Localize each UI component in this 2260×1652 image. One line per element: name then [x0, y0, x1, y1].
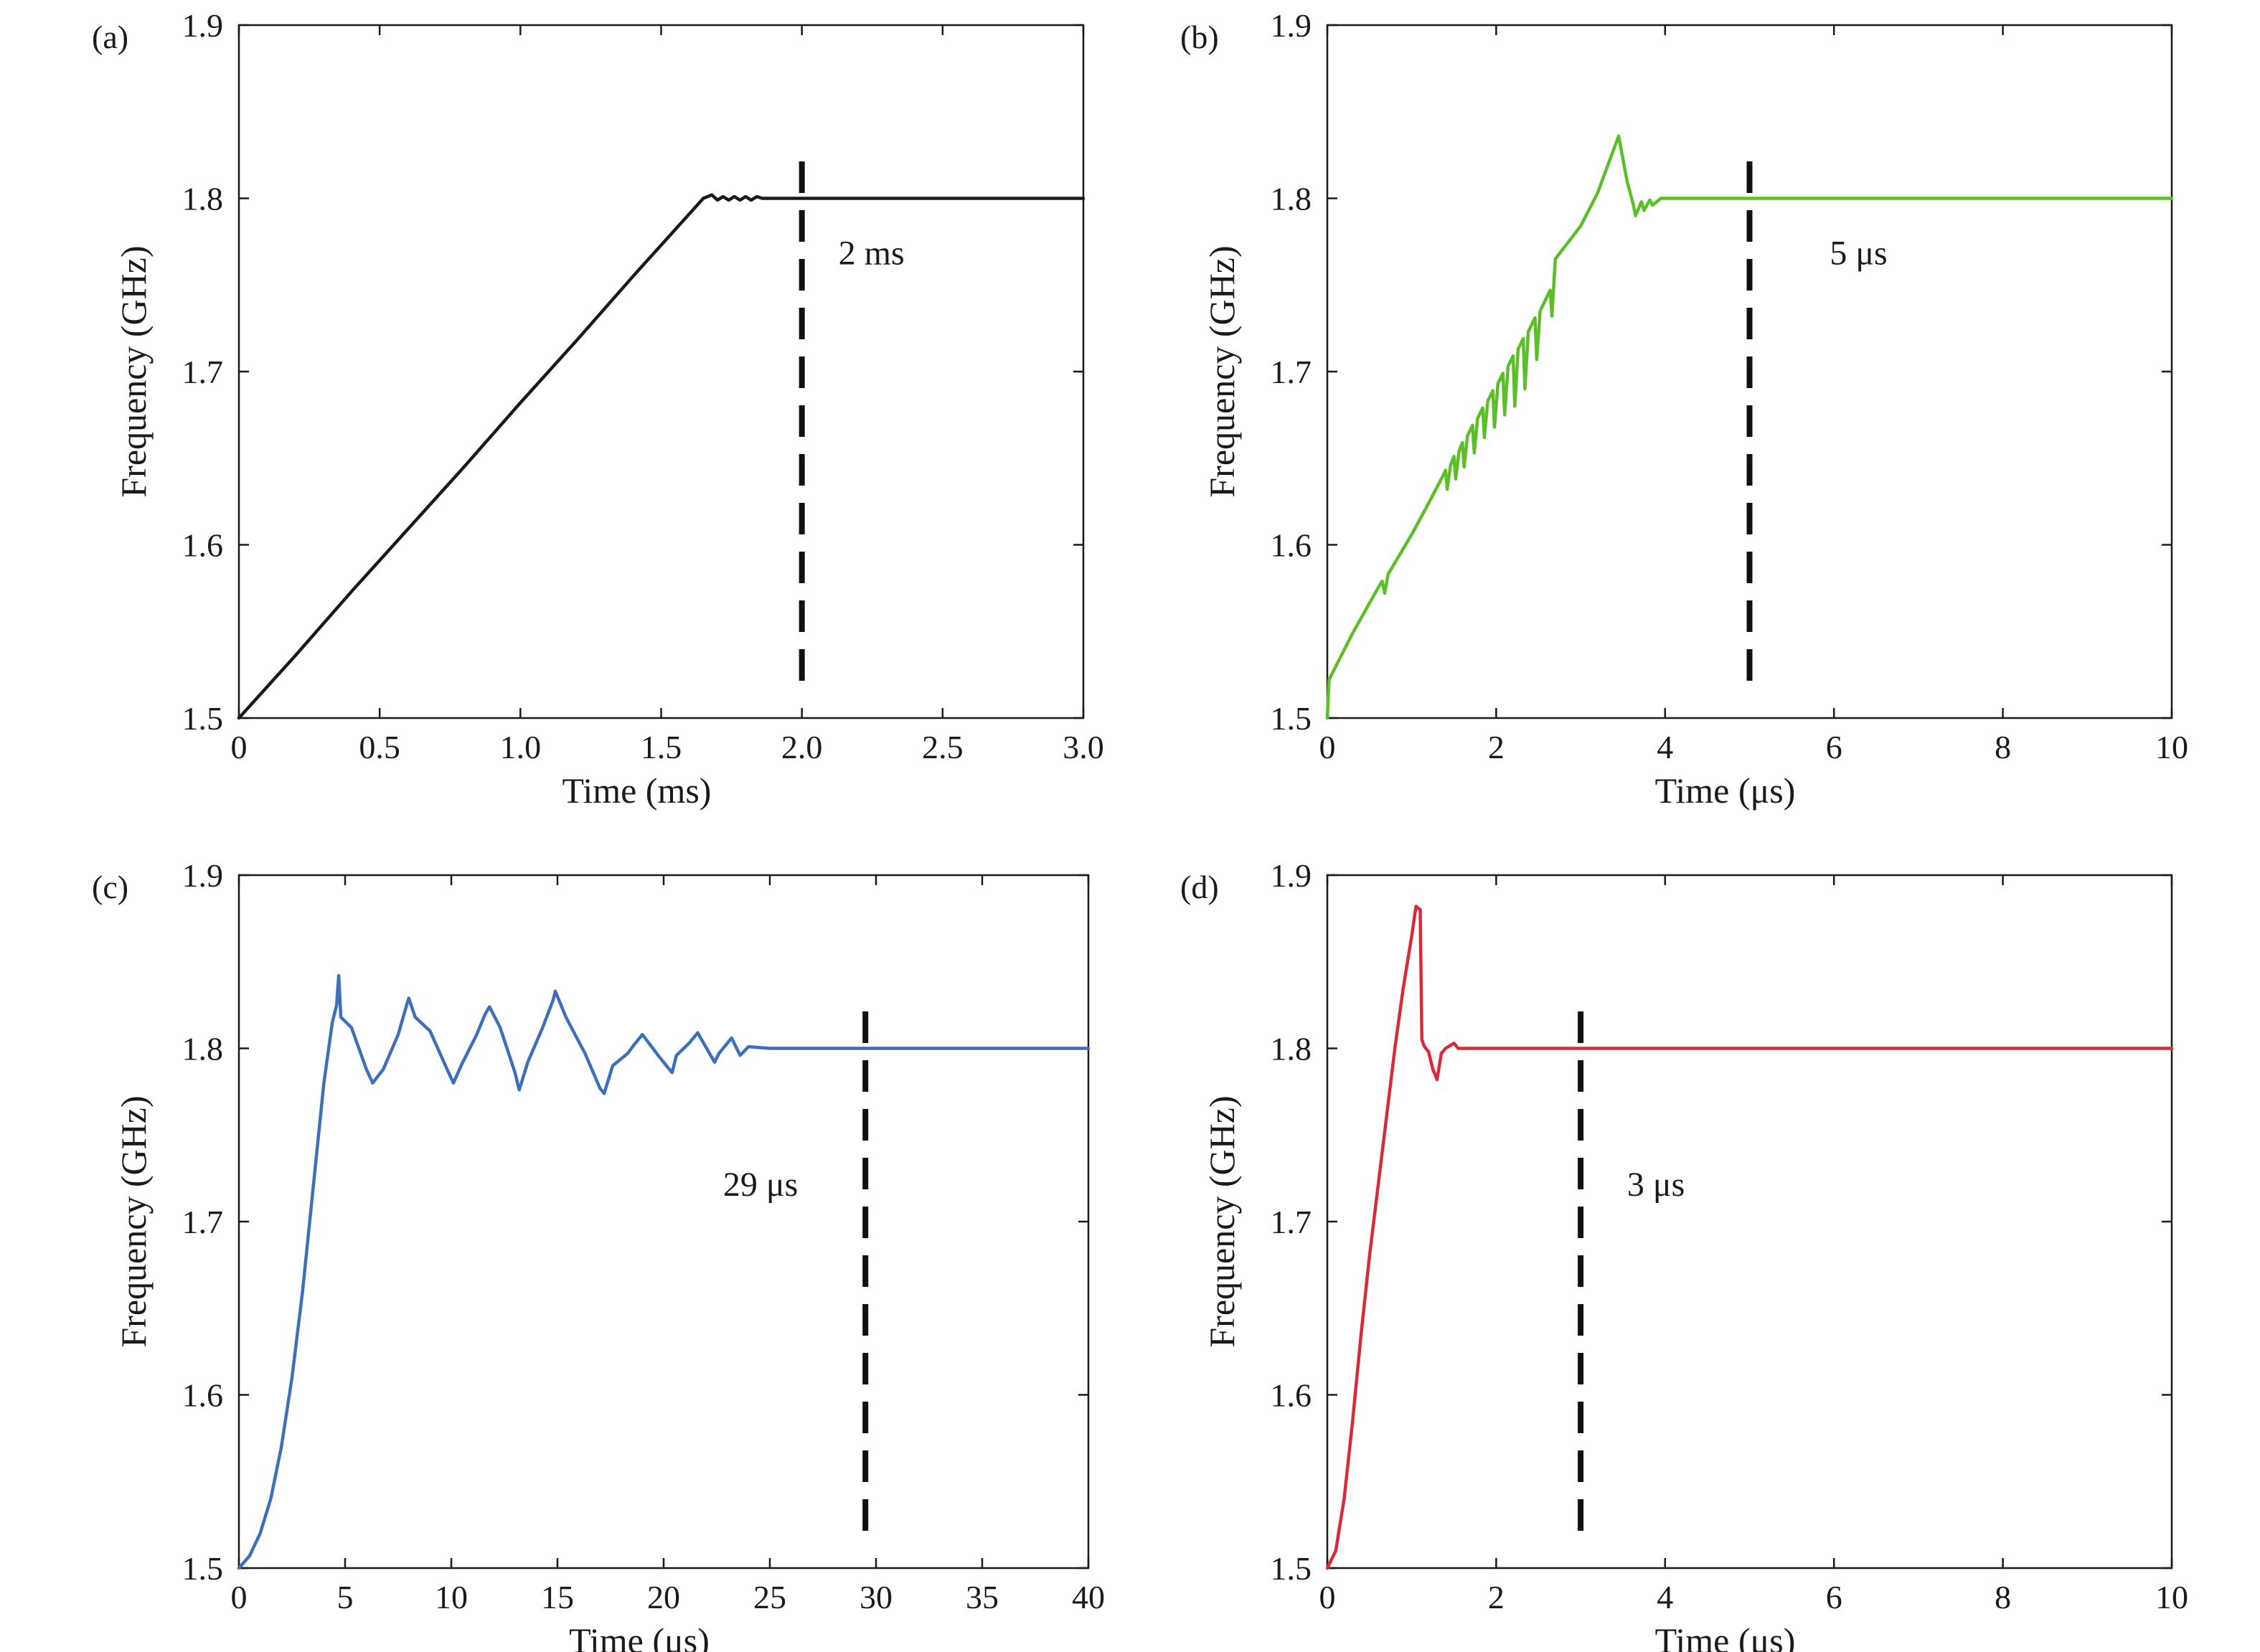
y-tick-label: 1.5	[182, 1550, 224, 1587]
y-axis-label: Frequency (GHz)	[113, 1095, 154, 1347]
y-tick-label: 1.6	[1271, 527, 1312, 564]
y-tick-label: 1.8	[1271, 181, 1312, 217]
series-line	[1325, 905, 2174, 1570]
y-tick-label: 1.5	[1271, 1550, 1312, 1587]
x-tick-label: 5	[337, 1579, 354, 1615]
settling-time-annotation: 29 μs	[723, 1166, 798, 1204]
y-tick-label: 1.6	[1271, 1377, 1312, 1414]
x-tick-label: 30	[860, 1579, 893, 1615]
x-tick-label: 2	[1488, 729, 1505, 765]
y-tick-label: 1.5	[182, 700, 224, 737]
y-tick-label: 1.8	[182, 1031, 224, 1067]
x-tick-label: 0	[231, 729, 248, 765]
x-axis-label: Time (μs)	[1655, 770, 1796, 811]
settling-time-annotation: 3 μs	[1627, 1166, 1685, 1204]
settling-time-annotation: 2 ms	[839, 234, 905, 272]
x-tick-label: 15	[541, 1579, 574, 1615]
y-tick-label: 1.7	[1271, 354, 1312, 390]
y-tick-label: 1.7	[182, 1204, 224, 1240]
x-tick-label: 0.5	[359, 729, 400, 765]
panel-c: 0 5 10 15 20 25 30 35 40 1.5 1.6 1.7 1.8 1.9 Time (μs)…	[92, 857, 1105, 1652]
x-tick-label: 10	[2155, 1579, 2188, 1615]
x-axis-label: Time (μs)	[569, 1620, 710, 1652]
x-tick-label: 6	[1826, 729, 1842, 765]
panel-label: (b)	[1180, 19, 1219, 55]
y-tick-label: 1.7	[182, 354, 224, 390]
x-tick-label: 40	[1072, 1579, 1105, 1615]
series-line	[237, 193, 1086, 720]
y-tick-label: 1.8	[1271, 1031, 1312, 1067]
y-axis-label: Frequency (GHz)	[1202, 245, 1242, 497]
y-tick-label: 1.9	[1271, 7, 1312, 44]
y-tick-label: 1.9	[182, 7, 224, 44]
x-tick-label: 6	[1826, 1579, 1842, 1615]
panel-a: 0 0.5 1.0 1.5 2.0 2.5 3.0 1.5 1.6 1.7 1.8 1.9 Time (…	[92, 7, 1104, 811]
y-tick-label: 1.5	[1271, 700, 1312, 737]
y-tick-label: 1.8	[182, 181, 224, 217]
x-tick-label: 1.5	[641, 729, 682, 765]
x-axis-label: Time (μs)	[1655, 1620, 1796, 1652]
x-tick-label: 10	[435, 1579, 468, 1615]
panel-d: 0 2 4 6 8 10 1.5 1.6 1.7 1.8 1.9 Time (μs) Frequency…	[1180, 857, 2188, 1652]
x-tick-label: 2	[1488, 1579, 1505, 1615]
plot-frame	[237, 874, 1090, 1570]
x-tick-label: 25	[753, 1579, 786, 1615]
x-axis-label: Time (ms)	[562, 770, 712, 811]
series-line	[237, 973, 1091, 1570]
y-tick-label: 1.7	[1271, 1204, 1312, 1240]
panel-label: (a)	[92, 19, 128, 55]
x-tick-label: 4	[1657, 729, 1673, 765]
y-tick-label: 1.6	[182, 527, 224, 564]
x-tick-label: 35	[966, 1579, 999, 1615]
x-tick-label: 1.0	[500, 729, 542, 765]
plot-frame	[1326, 874, 2173, 1570]
x-tick-label: 0	[1319, 729, 1336, 765]
panel-label: (d)	[1180, 869, 1219, 905]
x-tick-label: 8	[1995, 729, 2011, 765]
x-tick-label: 3.0	[1063, 729, 1104, 765]
settling-time-annotation: 5 μs	[1830, 234, 1887, 272]
y-tick-label: 1.9	[182, 857, 224, 894]
x-tick-label: 10	[2155, 729, 2188, 765]
x-tick-label: 20	[647, 1579, 680, 1615]
panel-label: (c)	[92, 869, 128, 905]
y-tick-label: 1.6	[182, 1377, 224, 1414]
panel-b: 0 2 4 6 8 10 1.5 1.6 1.7 1.8 1.9 Time (μs) Frequency…	[1180, 7, 2188, 811]
x-tick-label: 4	[1657, 1579, 1673, 1615]
series-line	[1325, 134, 2174, 720]
y-axis-label: Frequency (GHz)	[113, 245, 154, 497]
y-tick-label: 1.9	[1271, 857, 1312, 894]
x-tick-label: 0	[231, 1579, 248, 1615]
x-tick-label: 2.0	[781, 729, 823, 765]
x-tick-label: 0	[1319, 1579, 1336, 1615]
plot-frame	[237, 24, 1085, 719]
x-tick-label: 8	[1995, 1579, 2011, 1615]
x-tick-label: 2.5	[922, 729, 964, 765]
y-axis-label: Frequency (GHz)	[1202, 1095, 1242, 1347]
